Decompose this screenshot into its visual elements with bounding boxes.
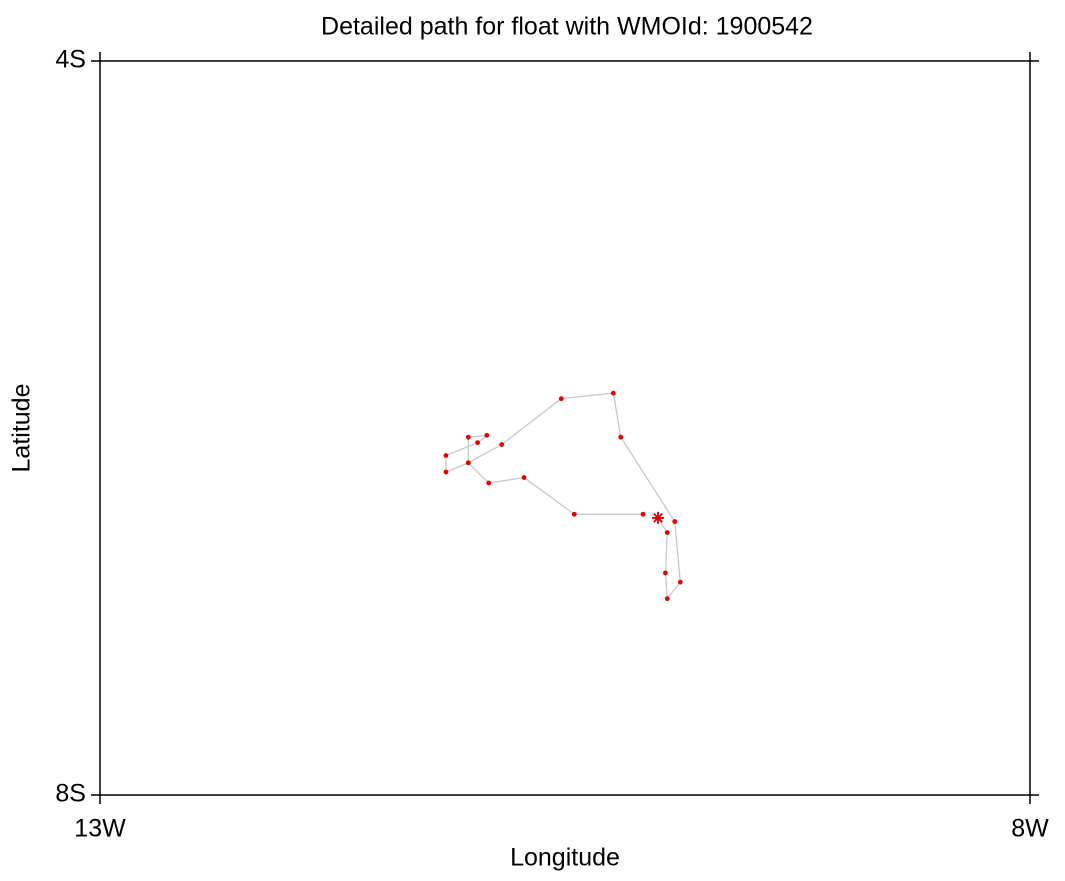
float-position [558,396,564,402]
y-tick-label: 8S [55,780,86,808]
x-axis-label: Longitude [510,844,620,872]
plot-frame [99,60,1031,796]
last-position [652,511,664,524]
float-position [610,390,616,396]
float-position [663,570,668,576]
float-position [640,511,646,517]
float-position [672,519,678,524]
float-position [664,530,670,535]
float-position [618,434,624,440]
x-tick-label: 13W [74,815,126,843]
float-position [664,596,670,602]
float-position [521,475,527,480]
float-position [443,453,449,458]
y-tick-label: 4S [55,46,86,74]
chart-title: Detailed path for float with WMOId: 1900… [321,13,813,41]
float-position [465,460,471,466]
float-position [571,511,577,517]
x-tick-label: 8W [1011,815,1049,843]
float-position [677,579,683,585]
float-position [465,434,471,440]
float-position [443,469,449,475]
float-position [475,440,480,446]
float-position [486,480,492,486]
y-axis-label: Latitude [8,384,36,473]
float-position [499,442,505,447]
float-position [484,432,490,438]
track-line [445,392,681,601]
